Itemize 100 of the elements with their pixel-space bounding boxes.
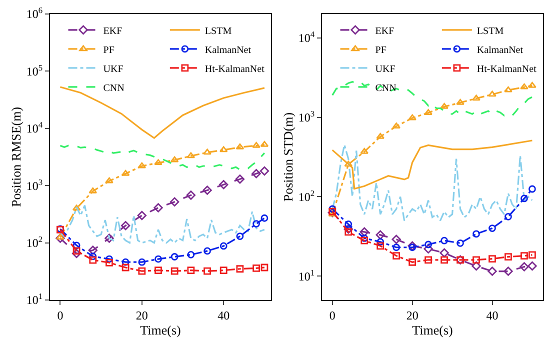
x-tick-label: 20: [406, 308, 418, 322]
point: [72, 247, 80, 255]
point: [440, 236, 448, 244]
legend-label: EKF: [103, 26, 123, 37]
point: [392, 122, 400, 129]
x-axis-title: Time(s): [412, 322, 453, 338]
point: [204, 247, 211, 255]
point: [376, 132, 385, 139]
point: [219, 180, 228, 190]
legend-label: PF: [375, 44, 387, 56]
point: [252, 264, 260, 272]
point: [72, 248, 82, 258]
point: [137, 210, 147, 220]
point: [472, 256, 480, 264]
point: [204, 267, 211, 275]
point: [488, 255, 496, 263]
y-tick-label: 10$^{3}$: [298, 109, 314, 124]
point: [170, 197, 180, 206]
point: [138, 162, 146, 168]
y-tick-label: 10$^{1}$: [298, 268, 314, 284]
point: [220, 266, 228, 274]
y-axis-title: Position STD(m): [280, 112, 296, 202]
point: [187, 266, 195, 274]
point: [121, 170, 130, 176]
point: [488, 90, 496, 97]
point: [88, 246, 98, 255]
legend-label: CNN: [103, 82, 124, 94]
point: [203, 148, 212, 155]
point: [138, 267, 146, 275]
legend-label: UKF: [375, 64, 396, 75]
point: [528, 185, 536, 193]
point: [472, 261, 481, 271]
point: [424, 109, 432, 115]
point: [504, 86, 512, 92]
line-series: [332, 81, 534, 116]
line-series: [59, 144, 266, 170]
y-tick-label: 10$^{2}$: [26, 234, 42, 250]
point: [236, 232, 244, 240]
legend-label: Ht-KalmanNet: [476, 64, 537, 75]
y-tick-label: 10$^{1}$: [26, 292, 42, 308]
point: [252, 220, 260, 228]
point: [236, 143, 244, 150]
x-tick-label: 40: [218, 308, 230, 322]
point: [392, 244, 400, 252]
point: [89, 256, 97, 264]
legend-label: Ht-KalmanNet: [204, 64, 265, 75]
point: [72, 204, 81, 211]
y-tick-label: 10$^{2}$: [298, 188, 314, 204]
point: [424, 244, 433, 254]
point: [260, 264, 268, 272]
point: [408, 241, 417, 251]
legend-label: LSTM: [476, 26, 504, 37]
point: [56, 234, 65, 243]
point: [154, 266, 162, 274]
point: [520, 194, 528, 202]
point: [488, 224, 496, 232]
point: [456, 239, 464, 247]
point: [89, 252, 97, 260]
point: [440, 103, 448, 109]
y-tick-label: 10$^{4}$: [26, 120, 44, 136]
point: [376, 230, 385, 240]
point: [252, 142, 260, 148]
point: [170, 156, 179, 162]
y-axis-title: Position RMSE(m): [8, 106, 24, 208]
point: [344, 220, 352, 228]
point: [236, 265, 244, 273]
point: [170, 253, 178, 260]
point: [260, 166, 270, 176]
legend-label: KalmanNet: [476, 44, 524, 56]
point: [328, 205, 336, 213]
point: [122, 264, 130, 272]
point: [106, 258, 113, 266]
point: [440, 248, 449, 258]
point: [424, 256, 432, 264]
point: [520, 83, 528, 90]
y-tick-label: 10$^{4}$: [298, 30, 316, 46]
point: [472, 94, 480, 101]
point: [260, 140, 269, 147]
point: [456, 98, 464, 105]
point: [106, 255, 113, 263]
x-tick-label: 40: [486, 308, 498, 322]
point: [504, 266, 513, 276]
point: [528, 251, 536, 259]
point: [520, 262, 529, 272]
point: [504, 253, 512, 260]
point: [202, 186, 212, 195]
point: [120, 220, 130, 230]
point: [122, 258, 130, 266]
point: [488, 266, 497, 276]
legend-label: LSTM: [204, 26, 232, 37]
legend-label: EKF: [375, 26, 395, 37]
point: [408, 258, 416, 266]
point: [187, 250, 195, 258]
point: [392, 252, 400, 260]
point: [520, 252, 528, 260]
point: [56, 234, 64, 240]
y-tick-label: 10$^{3}$: [26, 178, 42, 193]
point: [170, 267, 178, 275]
point: [219, 146, 228, 152]
x-tick-label: 0: [57, 308, 64, 322]
